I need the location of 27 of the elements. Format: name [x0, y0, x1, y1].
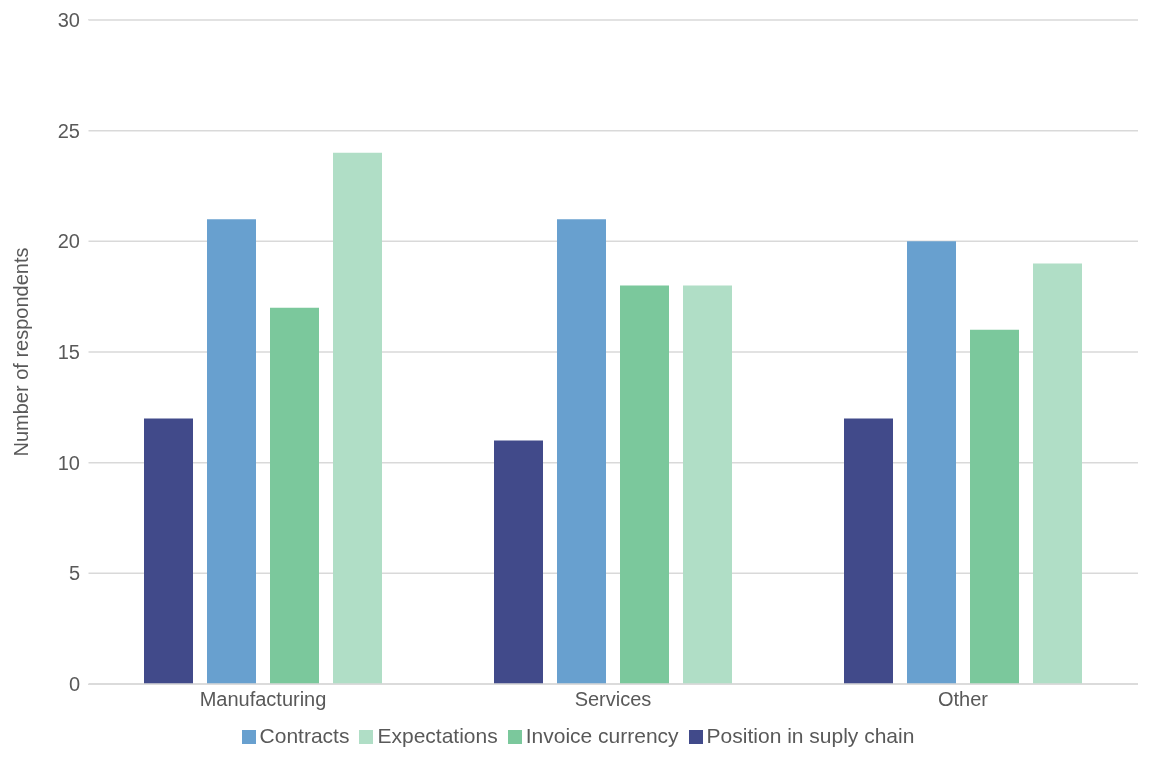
bar: [270, 307, 319, 684]
y-tick-label: 25: [57, 119, 80, 142]
y-tick-label: 20: [57, 230, 80, 253]
legend-label: Position in suply chain: [706, 724, 915, 747]
bar: [844, 418, 893, 684]
y-tick-label: 5: [68, 562, 80, 585]
y-tick-label: 15: [57, 341, 80, 364]
y-tick-label: 30: [57, 9, 80, 32]
legend-label: Contracts: [259, 724, 350, 747]
bar: [970, 329, 1019, 684]
bar: [333, 152, 382, 684]
bar: [144, 418, 193, 684]
bar: [620, 285, 669, 684]
x-tick-label: Other: [937, 688, 989, 711]
x-tick-label: Services: [574, 688, 652, 711]
y-tick-label: 10: [57, 451, 80, 474]
y-axis-title: Number of respondents: [10, 247, 33, 457]
legend-label: Invoice currency: [525, 724, 679, 747]
x-tick-label: Manufacturing: [199, 688, 327, 711]
bar: [207, 219, 256, 684]
bar: [683, 285, 732, 684]
bar: [557, 219, 606, 684]
bar: [494, 440, 543, 684]
bar: [907, 241, 956, 684]
y-tick-label: 0: [68, 673, 80, 696]
bar: [1033, 263, 1082, 684]
legend-label: Expectations: [377, 724, 498, 747]
